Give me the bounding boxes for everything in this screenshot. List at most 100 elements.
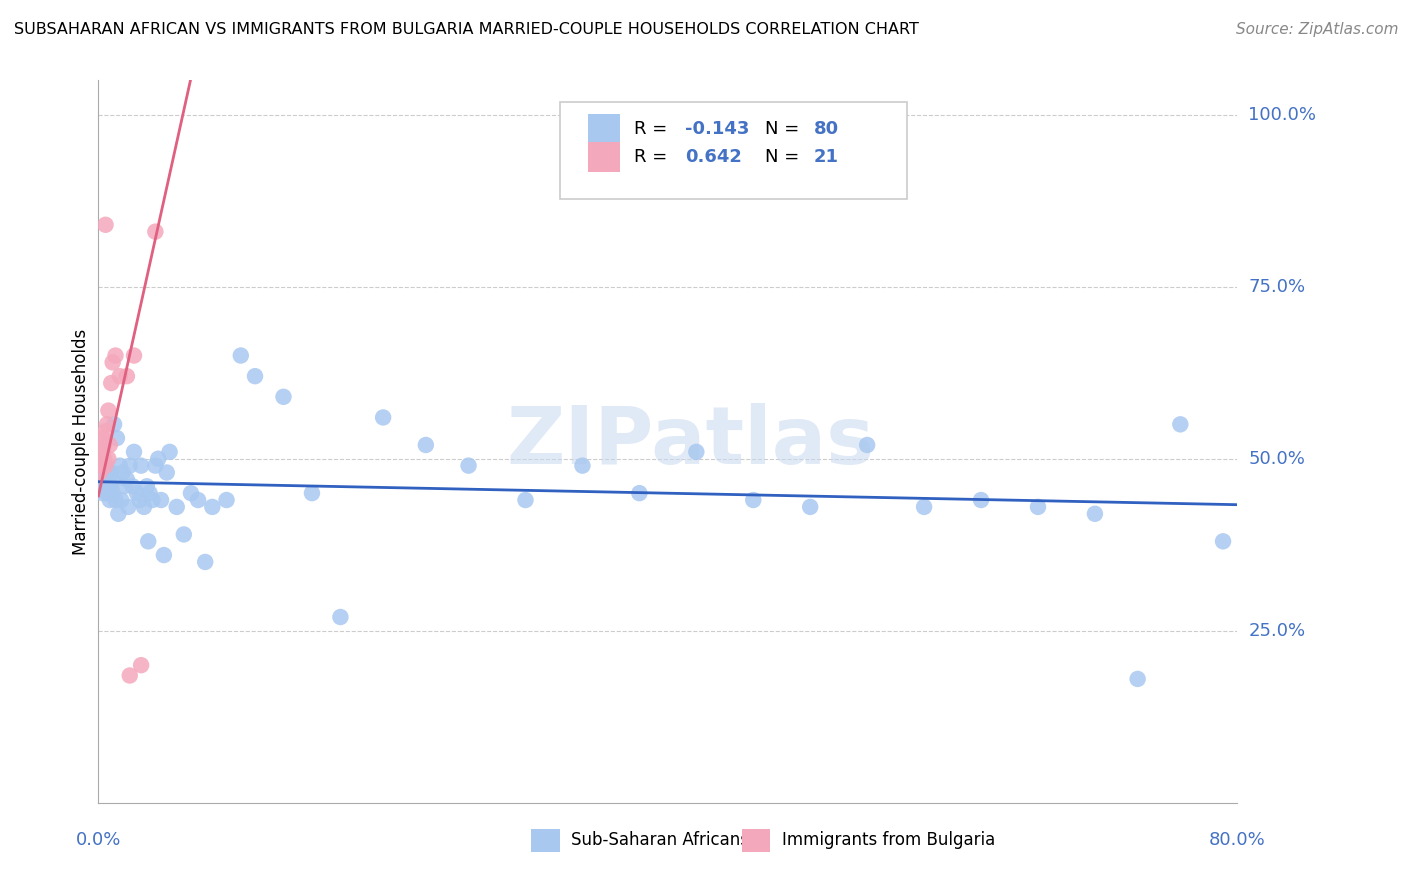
Text: 75.0%: 75.0% — [1249, 277, 1306, 296]
Point — [799, 500, 821, 514]
Point — [97, 451, 120, 466]
Text: Immigrants from Bulgaria: Immigrants from Bulgaria — [782, 831, 995, 849]
Text: 50.0%: 50.0% — [1249, 450, 1305, 467]
Point — [91, 445, 114, 459]
Point — [91, 431, 114, 445]
Point — [145, 225, 167, 239]
Point — [912, 500, 935, 514]
Point — [173, 527, 195, 541]
Point — [571, 458, 593, 473]
Point — [273, 390, 295, 404]
Point — [89, 466, 111, 480]
Point — [180, 486, 202, 500]
Point — [148, 451, 170, 466]
Point — [1126, 672, 1149, 686]
Point — [122, 349, 145, 363]
Point — [132, 500, 155, 514]
Point — [100, 479, 122, 493]
Point — [129, 458, 152, 473]
Point — [194, 555, 217, 569]
Point — [108, 369, 131, 384]
Point — [98, 469, 121, 483]
Point — [128, 493, 150, 508]
Point — [96, 486, 118, 500]
Point — [415, 438, 437, 452]
Point — [107, 507, 129, 521]
Point — [118, 458, 141, 473]
Text: -0.143: -0.143 — [685, 120, 749, 138]
Point — [97, 475, 120, 490]
Point — [215, 493, 238, 508]
Text: N =: N = — [765, 120, 804, 138]
Point — [97, 483, 120, 497]
Point — [122, 445, 145, 459]
Point — [115, 369, 138, 384]
Point — [373, 410, 395, 425]
Point — [125, 486, 148, 500]
Point — [685, 445, 707, 459]
Text: 80: 80 — [814, 120, 839, 138]
Text: 80.0%: 80.0% — [1209, 830, 1265, 848]
Point — [97, 466, 120, 480]
Text: R =: R = — [634, 148, 672, 166]
Point — [93, 479, 115, 493]
Text: R =: R = — [634, 120, 672, 138]
Point — [90, 479, 112, 493]
Point — [301, 486, 323, 500]
Point — [94, 475, 117, 490]
Point — [101, 472, 124, 486]
Point — [100, 466, 122, 480]
Point — [94, 469, 117, 483]
Point — [104, 493, 127, 508]
Point — [105, 431, 128, 445]
Bar — [588, 114, 620, 145]
Point — [91, 472, 114, 486]
Point — [166, 500, 188, 514]
Point — [98, 438, 121, 452]
Point — [201, 500, 224, 514]
Point — [187, 493, 209, 508]
Point — [129, 658, 152, 673]
Point — [111, 466, 134, 480]
Point — [135, 479, 157, 493]
Point — [90, 451, 112, 466]
Text: Sub-Saharan Africans: Sub-Saharan Africans — [571, 831, 749, 849]
Point — [1170, 417, 1192, 432]
Point — [89, 469, 111, 483]
Point — [100, 376, 122, 390]
Point — [742, 493, 765, 508]
Point — [96, 472, 118, 486]
Point — [1026, 500, 1049, 514]
Point — [108, 458, 131, 473]
Point — [243, 369, 266, 384]
Point — [90, 458, 112, 473]
Point — [457, 458, 479, 473]
Point — [329, 610, 352, 624]
Point — [94, 458, 117, 473]
Point — [117, 500, 139, 514]
Point — [150, 493, 173, 508]
Text: SUBSAHARAN AFRICAN VS IMMIGRANTS FROM BULGARIA MARRIED-COUPLE HOUSEHOLDS CORRELA: SUBSAHARAN AFRICAN VS IMMIGRANTS FROM BU… — [14, 22, 920, 37]
Point — [115, 472, 138, 486]
Point — [93, 462, 115, 476]
Point — [93, 438, 115, 452]
Point — [118, 668, 141, 682]
Point — [93, 451, 115, 466]
Y-axis label: Married-couple Households: Married-couple Households — [72, 328, 90, 555]
Text: N =: N = — [765, 148, 804, 166]
Point — [1084, 507, 1107, 521]
Point — [156, 466, 179, 480]
Point — [94, 458, 117, 473]
Bar — [742, 829, 770, 852]
Point — [229, 349, 252, 363]
FancyBboxPatch shape — [560, 102, 907, 200]
Point — [101, 486, 124, 500]
Point — [90, 458, 112, 473]
Point — [94, 218, 117, 232]
Text: Source: ZipAtlas.com: Source: ZipAtlas.com — [1236, 22, 1399, 37]
Point — [136, 534, 159, 549]
Point — [159, 445, 181, 459]
Point — [1212, 534, 1234, 549]
Point — [103, 417, 125, 432]
Text: 100.0%: 100.0% — [1249, 105, 1316, 124]
